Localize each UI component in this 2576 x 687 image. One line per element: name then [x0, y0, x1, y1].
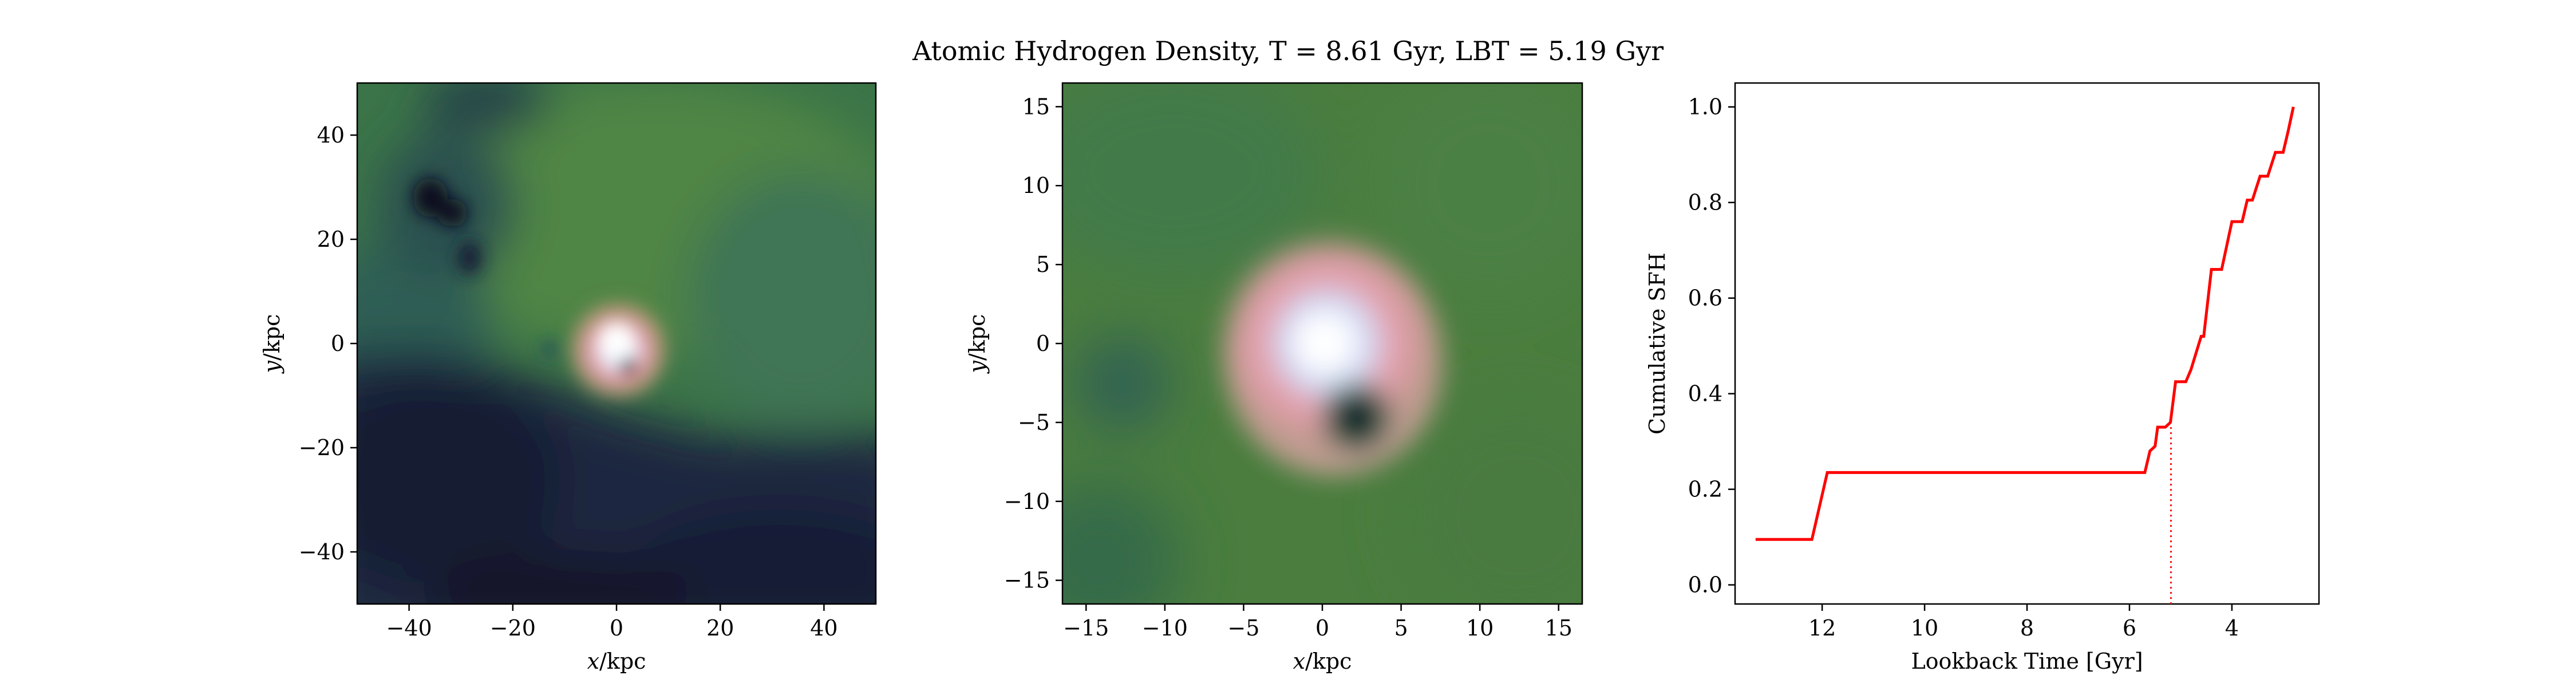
y-tick-label: −15 [1004, 568, 1050, 593]
x-ticks-3: 12 10 8 6 4 [1808, 604, 2239, 641]
x-tick-label: −5 [1227, 615, 1259, 641]
x-tick-label: 40 [810, 615, 837, 641]
x-tick-label: −20 [490, 615, 536, 641]
y-tick-label: 15 [1022, 94, 1050, 119]
x-tick-label: 4 [2225, 615, 2239, 641]
y-tick-label: 10 [1022, 173, 1050, 198]
panel-2: −15 −10 −5 0 5 10 15 −15 −10 −5 0 5 10 15 x/kpc y/kp… [965, 82, 1583, 674]
y-tick-label: 20 [317, 227, 345, 252]
hi-density-map-wide [357, 83, 876, 604]
y-ticks-3: 0.0 0.2 0.4 0.6 0.8 1.0 [1688, 94, 1735, 598]
x-axis-label-3: Lookback Time [Gyr] [1911, 649, 2143, 674]
x-tick-label: 10 [1466, 615, 1494, 641]
x-tick-label: 0 [610, 615, 623, 641]
figure-title: Atomic Hydrogen Density, T = 8.61 Gyr, L… [912, 35, 1664, 66]
x-tick-label: −40 [386, 615, 432, 641]
x-tick-label: 0 [1315, 615, 1329, 641]
y-axis-label-2: y/kpc [965, 314, 990, 374]
y-tick-label: 0.4 [1688, 381, 1722, 406]
x-tick-label: 6 [2123, 615, 2136, 641]
y-axis-label-1: y/kpc [259, 314, 285, 374]
y-tick-label: 40 [317, 123, 345, 148]
y-tick-label: −5 [1018, 410, 1050, 435]
y-tick-label: 0.0 [1688, 572, 1722, 598]
x-tick-label: 20 [706, 615, 734, 641]
x-ticks-1: −40 −20 0 20 40 [386, 604, 838, 641]
x-tick-label: 12 [1808, 615, 1836, 641]
y-tick-label: 0.2 [1688, 477, 1722, 502]
y-tick-label: 1.0 [1688, 94, 1722, 120]
y-tick-label: −20 [299, 435, 345, 460]
x-ticks-2: −15 −10 −5 0 5 10 15 [1063, 604, 1573, 641]
y-tick-label: 5 [1036, 252, 1050, 277]
y-axis-label-3: Cumulative SFH [1645, 252, 1670, 435]
y-tick-label: 0.6 [1688, 286, 1722, 311]
y-tick-label: −10 [1004, 489, 1050, 514]
x-tick-label: −10 [1142, 615, 1188, 641]
x-tick-label: 5 [1394, 615, 1408, 641]
axes-frame-3 [1734, 82, 2320, 605]
panel-3: 12 10 8 6 4 0.0 0.2 0.4 0.6 0.8 1.0 Lookback Time… [1645, 82, 2320, 674]
y-tick-label: 0 [331, 331, 345, 356]
y-tick-label: 0 [1036, 331, 1050, 356]
hi-density-map-zoom [1062, 83, 1582, 604]
x-tick-label: 8 [2020, 615, 2034, 641]
y-tick-label: −40 [299, 539, 345, 564]
y-tick-label: 0.8 [1688, 190, 1722, 215]
cumulative-sfh-line [1755, 106, 2295, 541]
x-tick-label: 15 [1545, 615, 1573, 641]
y-ticks-1: −40 −20 0 20 40 [299, 123, 357, 564]
panel-1: −40 −20 0 20 40 −40 −20 0 20 40 x/kpc y/kpc [259, 82, 877, 674]
x-tick-label: 10 [1911, 615, 1938, 641]
x-axis-label-1: x/kpc [587, 649, 646, 674]
x-axis-label-2: x/kpc [1293, 649, 1352, 674]
x-tick-label: −15 [1063, 615, 1109, 641]
y-ticks-2: −15 −10 −5 0 5 10 15 [1004, 94, 1062, 593]
